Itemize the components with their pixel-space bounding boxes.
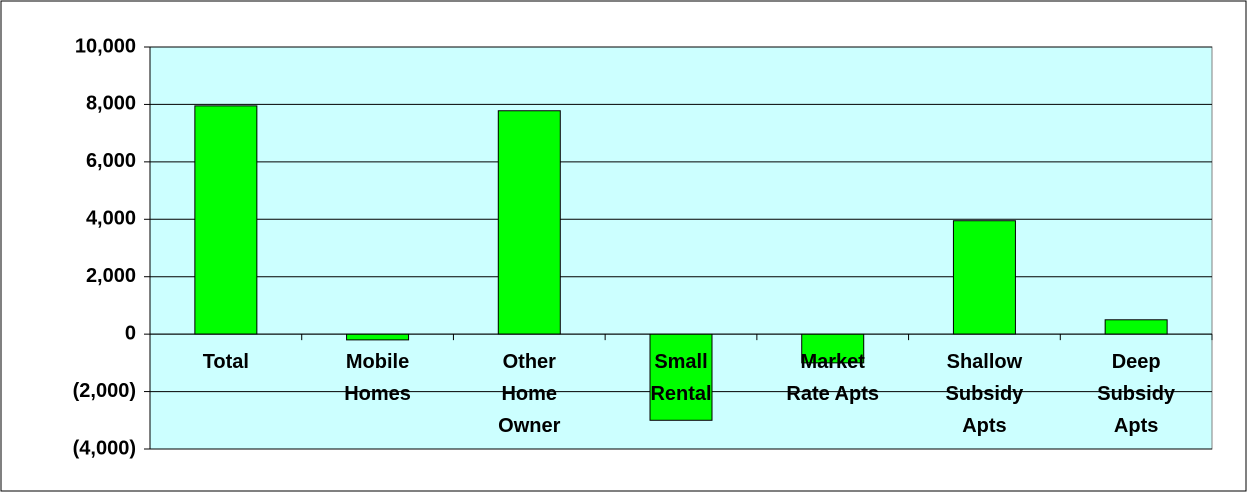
bar — [952, 220, 1016, 335]
x-tick-label: Mobile Homes — [344, 351, 411, 406]
x-tick-label: Other Home Owner — [498, 351, 561, 438]
y-tick-label: 6,000 — [86, 150, 136, 172]
bar — [1104, 319, 1168, 335]
bar — [194, 105, 258, 335]
y-tick-label: 0 — [125, 322, 136, 344]
y-tick-label: 2,000 — [86, 265, 136, 287]
x-tick-label: Total — [202, 351, 249, 374]
bar — [801, 333, 865, 364]
x-tick-label: Shallow Subsidy Apts — [945, 351, 1024, 438]
x-tick-label: Small Rental — [650, 351, 712, 406]
x-tick-label: Deep Subsidy Apts — [1097, 351, 1176, 438]
y-tick-label: 8,000 — [86, 93, 136, 115]
y-tick-label: 4,000 — [86, 208, 136, 230]
bar — [497, 110, 561, 335]
y-tick-label: (4,000) — [73, 437, 136, 459]
bar — [649, 333, 713, 421]
y-tick-label: (2,000) — [73, 380, 136, 402]
y-tick-label: 10,000 — [75, 35, 136, 57]
x-tick-label: Market Rate Apts — [786, 351, 879, 406]
bar — [346, 333, 410, 341]
